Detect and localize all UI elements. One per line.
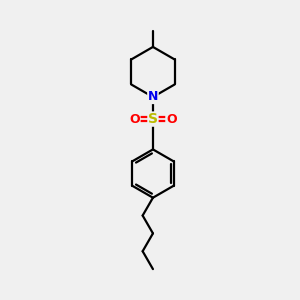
Text: O: O — [129, 112, 140, 126]
Text: O: O — [166, 112, 176, 126]
Text: N: N — [148, 91, 158, 103]
Text: S: S — [148, 112, 158, 126]
